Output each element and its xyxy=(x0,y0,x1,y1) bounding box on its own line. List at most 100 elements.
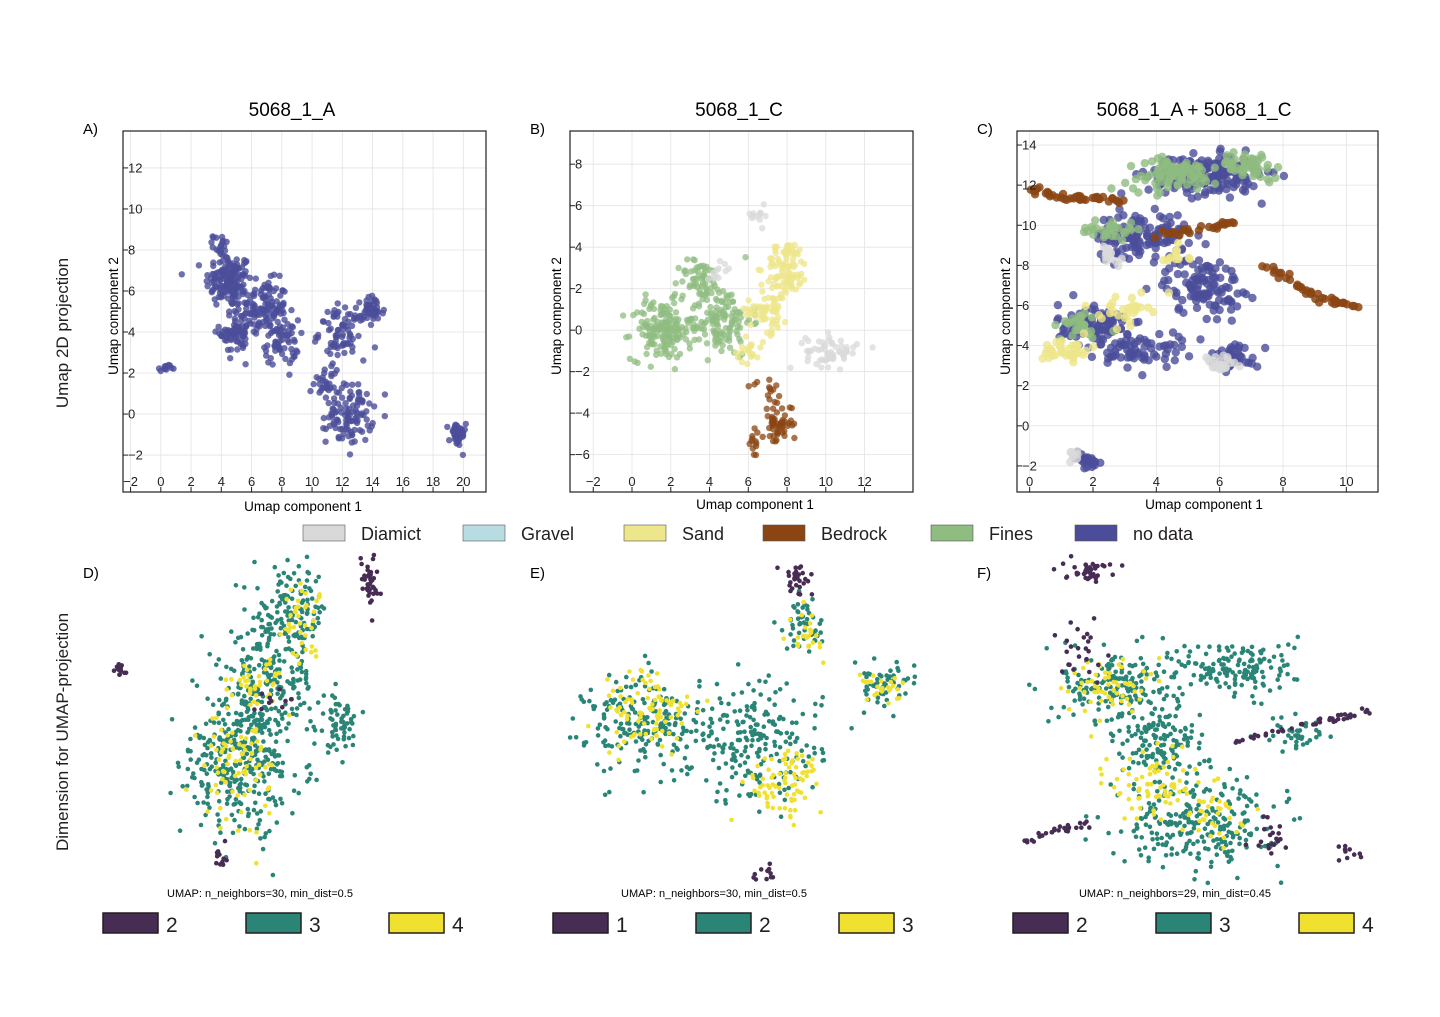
embedding-point xyxy=(1240,811,1246,816)
embedding-point xyxy=(299,640,305,646)
scatter-point xyxy=(455,428,462,436)
scatter-point xyxy=(1179,308,1188,317)
scatter-point xyxy=(340,322,348,329)
embedding-point xyxy=(278,594,283,599)
embedding-point xyxy=(258,836,263,841)
embedding-point xyxy=(228,666,234,672)
embedding-point xyxy=(661,702,667,708)
embedding-point xyxy=(252,707,257,712)
scatter-point xyxy=(838,343,845,350)
scatter-point xyxy=(703,296,711,304)
scatter-point xyxy=(321,366,328,373)
embedding-point xyxy=(646,660,651,666)
scatter-point xyxy=(359,397,366,405)
embedding-point xyxy=(763,709,769,715)
scatter-point xyxy=(1087,222,1096,232)
embedding-point xyxy=(360,709,366,715)
scatter-point xyxy=(224,346,232,353)
embedding-point xyxy=(268,688,274,693)
embedding-point xyxy=(288,697,294,702)
legend-label: Sand xyxy=(682,524,724,544)
embedding-point xyxy=(658,714,664,720)
scatter-point xyxy=(342,400,349,407)
embedding-point xyxy=(250,679,255,685)
scatter-point xyxy=(1211,222,1221,231)
scatter-point xyxy=(195,262,203,269)
scatter-point xyxy=(726,292,733,299)
embedding-point xyxy=(767,697,772,702)
embedding-point xyxy=(220,776,225,782)
embedding-point xyxy=(272,564,278,570)
embedding-point xyxy=(658,752,663,758)
scatter-point xyxy=(339,425,346,432)
scatter-point xyxy=(1172,246,1182,255)
embedding-point xyxy=(333,708,338,713)
embedding-point xyxy=(737,763,743,768)
scatter-point xyxy=(265,332,272,339)
scatter-point xyxy=(716,257,724,265)
embedding-point xyxy=(682,711,688,716)
embedding-point xyxy=(252,720,257,725)
y-tick-label: 12 xyxy=(1022,178,1036,193)
scatter-point xyxy=(343,381,350,389)
embedding-point xyxy=(650,702,655,707)
embedding-point xyxy=(787,617,793,622)
embedding-point xyxy=(208,743,214,748)
embedding-point xyxy=(662,711,667,716)
embedding-point xyxy=(205,794,210,800)
scatter-point xyxy=(1227,164,1237,174)
scatter-point xyxy=(1218,170,1228,180)
embedding-point xyxy=(745,708,750,713)
scatter-point xyxy=(212,328,219,335)
embedding-point xyxy=(1199,834,1205,840)
scatter-point xyxy=(246,274,254,281)
embedding-point xyxy=(238,634,244,640)
embedding-point xyxy=(793,565,798,570)
embedding-point xyxy=(1192,877,1197,882)
scatter-point xyxy=(343,420,350,427)
embedding-point xyxy=(597,722,603,727)
scatter-point xyxy=(244,299,251,306)
embedding-point xyxy=(758,692,763,697)
embedding-point xyxy=(1191,825,1197,831)
scatter-point xyxy=(1118,244,1127,254)
scatter-point xyxy=(794,271,801,278)
scatter-point xyxy=(634,359,641,366)
scatter-point xyxy=(335,389,342,396)
scatter-point xyxy=(744,360,751,367)
scatter-point xyxy=(779,416,786,424)
embedding-point xyxy=(756,793,762,798)
scatter-point xyxy=(262,347,270,355)
scatter-point xyxy=(1196,335,1205,344)
embedding-point xyxy=(674,736,680,741)
embedding-point xyxy=(274,648,279,654)
embedding-point xyxy=(651,727,657,733)
embedding-point xyxy=(1284,799,1290,805)
scatter-point xyxy=(690,256,697,263)
embedding-point xyxy=(292,773,298,778)
embedding-point xyxy=(1185,743,1190,748)
scatter-point xyxy=(1298,285,1308,294)
embedding-point xyxy=(804,773,809,779)
scatter-point xyxy=(1199,275,1209,284)
embedding-point xyxy=(295,667,300,672)
embedding-point xyxy=(748,724,753,730)
scatter-point xyxy=(1125,223,1134,233)
scatter-point xyxy=(355,381,362,388)
y-tick-label: 6 xyxy=(1022,298,1029,313)
embedding-point xyxy=(810,756,815,762)
scatter-point xyxy=(349,343,356,351)
scatter-point xyxy=(363,416,370,423)
cluster-swatch xyxy=(695,912,752,934)
scatter-point xyxy=(1257,150,1266,160)
scatter-point xyxy=(780,261,787,268)
embedding-point xyxy=(642,700,647,706)
scatter-point xyxy=(771,398,778,406)
embedding-point xyxy=(784,730,790,736)
embedding-point xyxy=(871,673,876,678)
scatter-point xyxy=(745,297,752,304)
embedding-point xyxy=(286,635,291,640)
embedding-point xyxy=(731,692,736,697)
embedding-point xyxy=(1163,853,1169,858)
scatter-point xyxy=(1099,215,1109,225)
